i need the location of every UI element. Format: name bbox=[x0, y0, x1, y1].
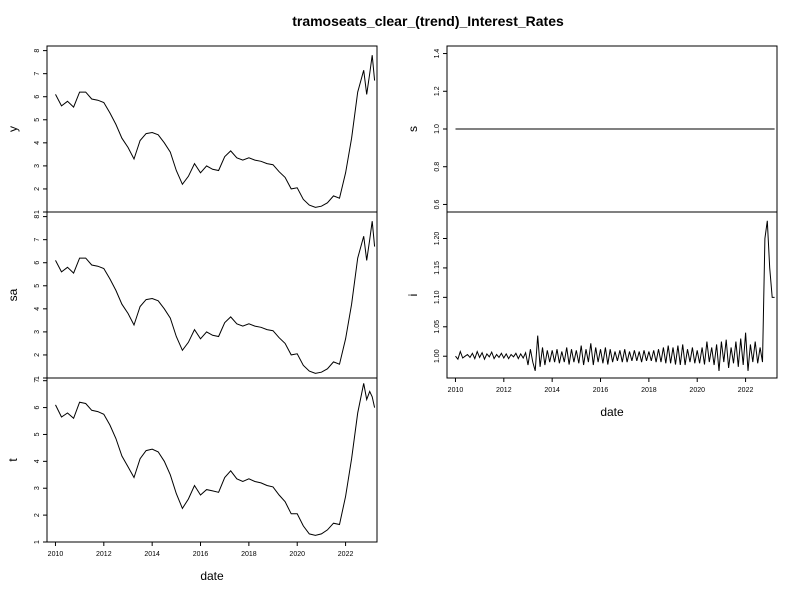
x-tick-label-t: 2018 bbox=[241, 551, 257, 558]
y-tick-label-y: 8 bbox=[34, 49, 41, 53]
x-tick-label-i: 2012 bbox=[496, 387, 512, 394]
x-tick-label-t: 2016 bbox=[193, 551, 209, 558]
y-tick-label-sa: 7 bbox=[34, 238, 41, 242]
y-tick-label-y: 3 bbox=[34, 164, 41, 168]
y-tick-label-sa: 6 bbox=[34, 261, 41, 265]
y-axis-label-s: s bbox=[406, 126, 420, 132]
y-tick-label-sa: 3 bbox=[34, 330, 41, 334]
y-tick-label-s: 0.8 bbox=[434, 162, 441, 172]
y-tick-label-y: 7 bbox=[34, 72, 41, 76]
x-tick-label-i: 2014 bbox=[544, 387, 560, 394]
y-tick-label-sa: 1 bbox=[34, 376, 41, 380]
y-tick-label-i: 1.15 bbox=[434, 261, 441, 275]
y-tick-label-y: 5 bbox=[34, 118, 41, 122]
y-tick-label-s: 1.4 bbox=[434, 49, 441, 59]
y-tick-label-sa: 5 bbox=[34, 284, 41, 288]
y-tick-label-y: 1 bbox=[34, 210, 41, 214]
x-tick-label-t: 2022 bbox=[338, 551, 354, 558]
y-tick-label-i: 1.20 bbox=[434, 232, 441, 246]
y-tick-label-i: 1.05 bbox=[434, 320, 441, 334]
panel-s: 0.6 0.8 1.0 1.2 1.4 s bbox=[406, 45, 778, 213]
series-line-i bbox=[455, 220, 775, 372]
y-tick-label-sa: 8 bbox=[34, 215, 41, 219]
x-axis-label-i: date bbox=[600, 405, 624, 419]
y-tick-label-t: 7 bbox=[34, 379, 41, 383]
y-tick-label-s: 0.6 bbox=[434, 199, 441, 209]
x-tick-label-i: 2018 bbox=[641, 387, 657, 394]
x-tick-label-t: 2010 bbox=[48, 551, 64, 558]
panel-i: 1.00 1.05 1.10 1.15 1.20 2010 2012 2014 2016 2018… bbox=[406, 211, 778, 419]
y-axis-label-sa: sa bbox=[6, 288, 20, 301]
y-axis-label-t: t bbox=[6, 458, 20, 462]
panel-t: 1 2 3 4 5 6 7 2010 2012 2014 2016 2018 2020 2022 t date bbox=[6, 377, 378, 583]
panels: 1 2 3 4 5 6 7 8 y 1 2 3 4 5 6 7 8 sa 1 2 3 4 5 6 7 2010 2012 2014 20… bbox=[6, 45, 778, 583]
panel-y: 1 2 3 4 5 6 7 8 y bbox=[6, 45, 378, 214]
y-tick-label-sa: 2 bbox=[34, 353, 41, 357]
y-tick-label-y: 2 bbox=[34, 187, 41, 191]
x-tick-label-i: 2022 bbox=[738, 387, 754, 394]
y-tick-label-t: 1 bbox=[34, 540, 41, 544]
panel-frame-t bbox=[46, 377, 378, 543]
x-tick-label-i: 2010 bbox=[448, 387, 464, 394]
y-tick-label-t: 6 bbox=[34, 406, 41, 410]
panel-frame-y bbox=[46, 45, 378, 213]
y-tick-label-s: 1.0 bbox=[434, 124, 441, 134]
x-axis-label-t: date bbox=[200, 569, 224, 583]
x-tick-label-t: 2020 bbox=[289, 551, 305, 558]
y-tick-label-t: 5 bbox=[34, 432, 41, 436]
x-tick-label-i: 2020 bbox=[689, 387, 705, 394]
y-tick-label-t: 4 bbox=[34, 459, 41, 463]
panel-sa: 1 2 3 4 5 6 7 8 sa bbox=[6, 211, 378, 380]
y-tick-label-i: 1.00 bbox=[434, 349, 441, 363]
figure-title: tramoseats_clear_(trend)_Interest_Rates bbox=[292, 13, 564, 29]
y-tick-label-y: 6 bbox=[34, 95, 41, 99]
y-tick-label-s: 1.2 bbox=[434, 86, 441, 96]
y-tick-label-y: 4 bbox=[34, 141, 41, 145]
series-line-t bbox=[55, 383, 376, 536]
x-tick-label-t: 2014 bbox=[144, 551, 160, 558]
y-tick-label-t: 2 bbox=[34, 513, 41, 517]
y-tick-label-t: 3 bbox=[34, 486, 41, 490]
panel-frame-sa bbox=[46, 211, 378, 379]
series-line-y bbox=[55, 55, 376, 208]
y-axis-label-i: i bbox=[406, 294, 420, 297]
panel-frame-i bbox=[446, 211, 778, 379]
y-tick-label-i: 1.10 bbox=[434, 290, 441, 304]
y-axis-label-y: y bbox=[6, 126, 20, 132]
x-tick-label-t: 2012 bbox=[96, 551, 112, 558]
series-line-sa bbox=[55, 221, 376, 374]
y-tick-label-sa: 4 bbox=[34, 307, 41, 311]
x-tick-label-i: 2016 bbox=[593, 387, 609, 394]
